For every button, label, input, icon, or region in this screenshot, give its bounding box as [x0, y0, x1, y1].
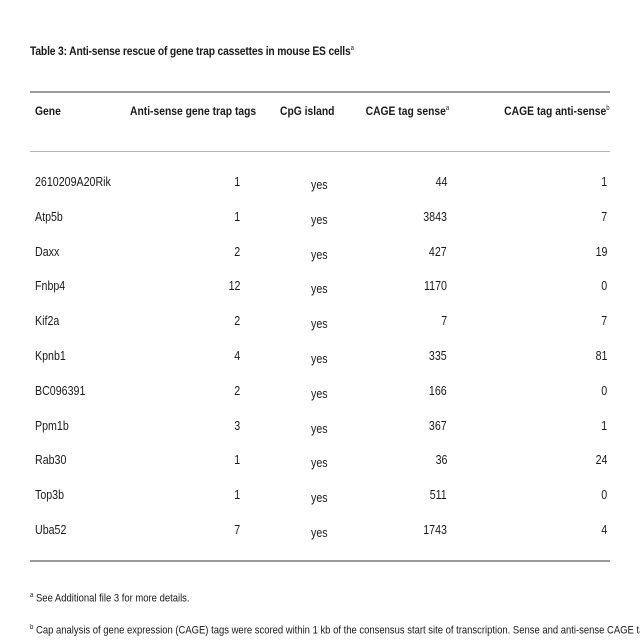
cell-anti-sense-tags: 4 [234, 347, 240, 363]
header-cage-sense: CAGE tag sensea [365, 104, 449, 118]
cell-cage-anti-sense: 81 [595, 347, 607, 363]
cell-anti-sense-tags: 12 [228, 278, 240, 294]
footnote-b-mark: b [30, 624, 34, 631]
footnote-a-text: See Additional file 3 for more details. [35, 592, 190, 605]
cell-gene: Kpnb1 [35, 347, 66, 363]
cell-cpg-island: yes [311, 385, 328, 401]
cell-cpg-island: yes [311, 246, 328, 262]
table-caption: Table 3: Anti-sense rescue of gene trap … [30, 44, 354, 58]
table-row: Uba52 7 yes 1743 4 [0, 522, 640, 557]
cell-gene: BC096391 [35, 382, 86, 398]
cell-anti-sense-tags: 2 [234, 313, 240, 329]
cell-cpg-island: yes [311, 524, 328, 540]
cell-cage-anti-sense: 7 [601, 208, 607, 224]
cell-anti-sense-tags: 1 [234, 208, 240, 224]
footnote-a: a See Additional file 3 for more details… [30, 592, 190, 605]
cell-cage-sense: 44 [435, 174, 447, 189]
table-row: Kif2a 2 yes 7 7 [0, 313, 640, 348]
table-row: Daxx 2 yes 427 19 [0, 244, 640, 279]
cell-anti-sense-tags: 7 [234, 521, 240, 537]
cell-cpg-island: yes [311, 281, 328, 297]
cell-cpg-island: yes [311, 455, 328, 471]
cell-cpg-island: yes [311, 177, 328, 192]
footnote-b-text: Cap analysis of gene expression (CAGE) t… [35, 624, 640, 637]
table-row: 2610209A20Rik 1 yes 44 1 [0, 174, 640, 209]
header-cage-anti-label: CAGE tag anti-sense [504, 104, 607, 118]
cell-gene: Top3b [35, 487, 65, 503]
table-bottom-rule [30, 560, 610, 562]
footnote-b: b Cap analysis of gene expression (CAGE)… [30, 624, 640, 637]
cell-cpg-island: yes [311, 350, 328, 366]
cell-cage-anti-sense: 7 [601, 313, 607, 329]
cell-anti-sense-tags: 1 [234, 487, 240, 503]
cell-cage-sense: 511 [429, 487, 447, 503]
table-row: BC096391 2 yes 166 0 [0, 383, 640, 418]
table-row: Fnbp4 12 yes 1170 0 [0, 278, 640, 313]
header-cpg-island: CpG island [280, 104, 335, 118]
cell-cage-anti-sense: 4 [601, 521, 607, 537]
header-cage-anti-mark: b [606, 105, 610, 112]
table-row: Atp5b 1 yes 3843 7 [0, 209, 640, 244]
cell-anti-sense-tags: 3 [234, 417, 240, 433]
cell-cage-anti-sense: 0 [601, 382, 607, 398]
header-cage-sense-mark: a [445, 105, 449, 112]
header-rule [30, 151, 610, 152]
cell-gene: Uba52 [35, 521, 67, 537]
table-row: Rab30 1 yes 36 24 [0, 452, 640, 487]
table-top-rule [30, 91, 610, 93]
cell-cage-anti-sense: 1 [601, 417, 607, 433]
caption-note-mark: a [350, 45, 354, 52]
cell-cage-sense: 335 [429, 347, 447, 363]
cell-cpg-island: yes [311, 316, 328, 332]
cell-cage-anti-sense: 19 [595, 243, 607, 259]
cell-gene: Atp5b [35, 208, 63, 224]
cell-anti-sense-tags: 1 [234, 174, 240, 189]
cell-cpg-island: yes [311, 420, 328, 436]
cell-cage-anti-sense: 0 [601, 487, 607, 503]
header-gene: Gene [35, 104, 61, 118]
footnote-a-mark: a [30, 592, 34, 599]
header-cage-anti-sense: CAGE tag anti-senseb [505, 104, 610, 118]
cell-cage-sense: 36 [435, 452, 447, 468]
header-anti-sense-tags: Anti-sense gene trap tags [130, 104, 257, 118]
cell-anti-sense-tags: 1 [234, 452, 240, 468]
cell-cage-anti-sense: 24 [595, 452, 607, 468]
table-body: 2610209A20Rik 1 yes 44 1 Atp5b 1 yes 3843 7 Daxx 2 y… [0, 174, 640, 557]
cell-anti-sense-tags: 2 [234, 382, 240, 398]
cell-cage-anti-sense: 1 [601, 174, 607, 189]
cell-gene: Kif2a [35, 313, 60, 329]
cell-cage-anti-sense: 0 [601, 278, 607, 294]
table-row: Ppm1b 3 yes 367 1 [0, 418, 640, 453]
table-row: Top3b 1 yes 511 0 [0, 487, 640, 522]
cell-gene: Fnbp4 [35, 278, 66, 294]
header-cage-sense-label: CAGE tag sense [365, 104, 446, 118]
cell-cage-sense: 427 [429, 243, 447, 259]
caption-text: Table 3: Anti-sense rescue of gene trap … [30, 44, 351, 58]
cell-cage-sense: 1170 [424, 278, 447, 294]
cell-cpg-island: yes [311, 490, 328, 506]
cell-gene: 2610209A20Rik [35, 174, 111, 189]
cell-gene: Rab30 [35, 452, 67, 468]
table-row: Kpnb1 4 yes 335 81 [0, 348, 640, 383]
cell-cage-sense: 3843 [423, 208, 447, 224]
cell-cage-sense: 166 [429, 382, 447, 398]
cell-cage-sense: 367 [429, 417, 447, 433]
cell-cage-sense: 1743 [423, 521, 447, 537]
cell-gene: Ppm1b [35, 417, 69, 433]
cell-gene: Daxx [35, 243, 60, 259]
cell-cage-sense: 7 [441, 313, 447, 329]
cell-cpg-island: yes [311, 211, 328, 227]
cell-anti-sense-tags: 2 [234, 243, 240, 259]
